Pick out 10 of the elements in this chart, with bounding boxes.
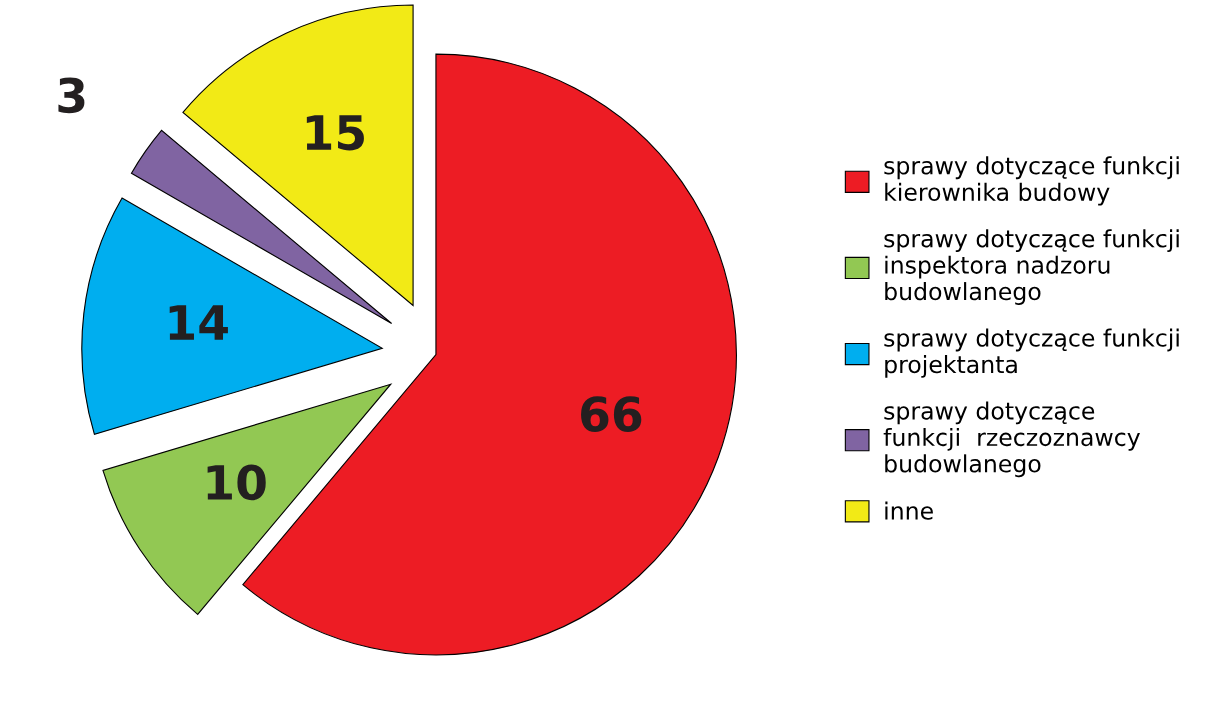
data-label: 66 xyxy=(581,396,642,432)
data-label: 10 xyxy=(207,464,266,501)
legend-label: sprawy dotyczące funkcji kierownika budowy xyxy=(884,156,1179,206)
data-label: 15 xyxy=(306,115,364,151)
legend-label: sprawy dotyczące funkcji inspektora nadzoru budowlanego xyxy=(884,229,1179,305)
data-label: 14 xyxy=(169,305,228,340)
legend-label: sprawy dotyczące funkcji projektanta xyxy=(884,328,1179,378)
data-label: 3 xyxy=(58,77,85,114)
legend-label: inne xyxy=(885,501,933,520)
legend-label: sprawy dotyczące funkcji rzeczoznawcy budowlanego xyxy=(883,401,1140,478)
